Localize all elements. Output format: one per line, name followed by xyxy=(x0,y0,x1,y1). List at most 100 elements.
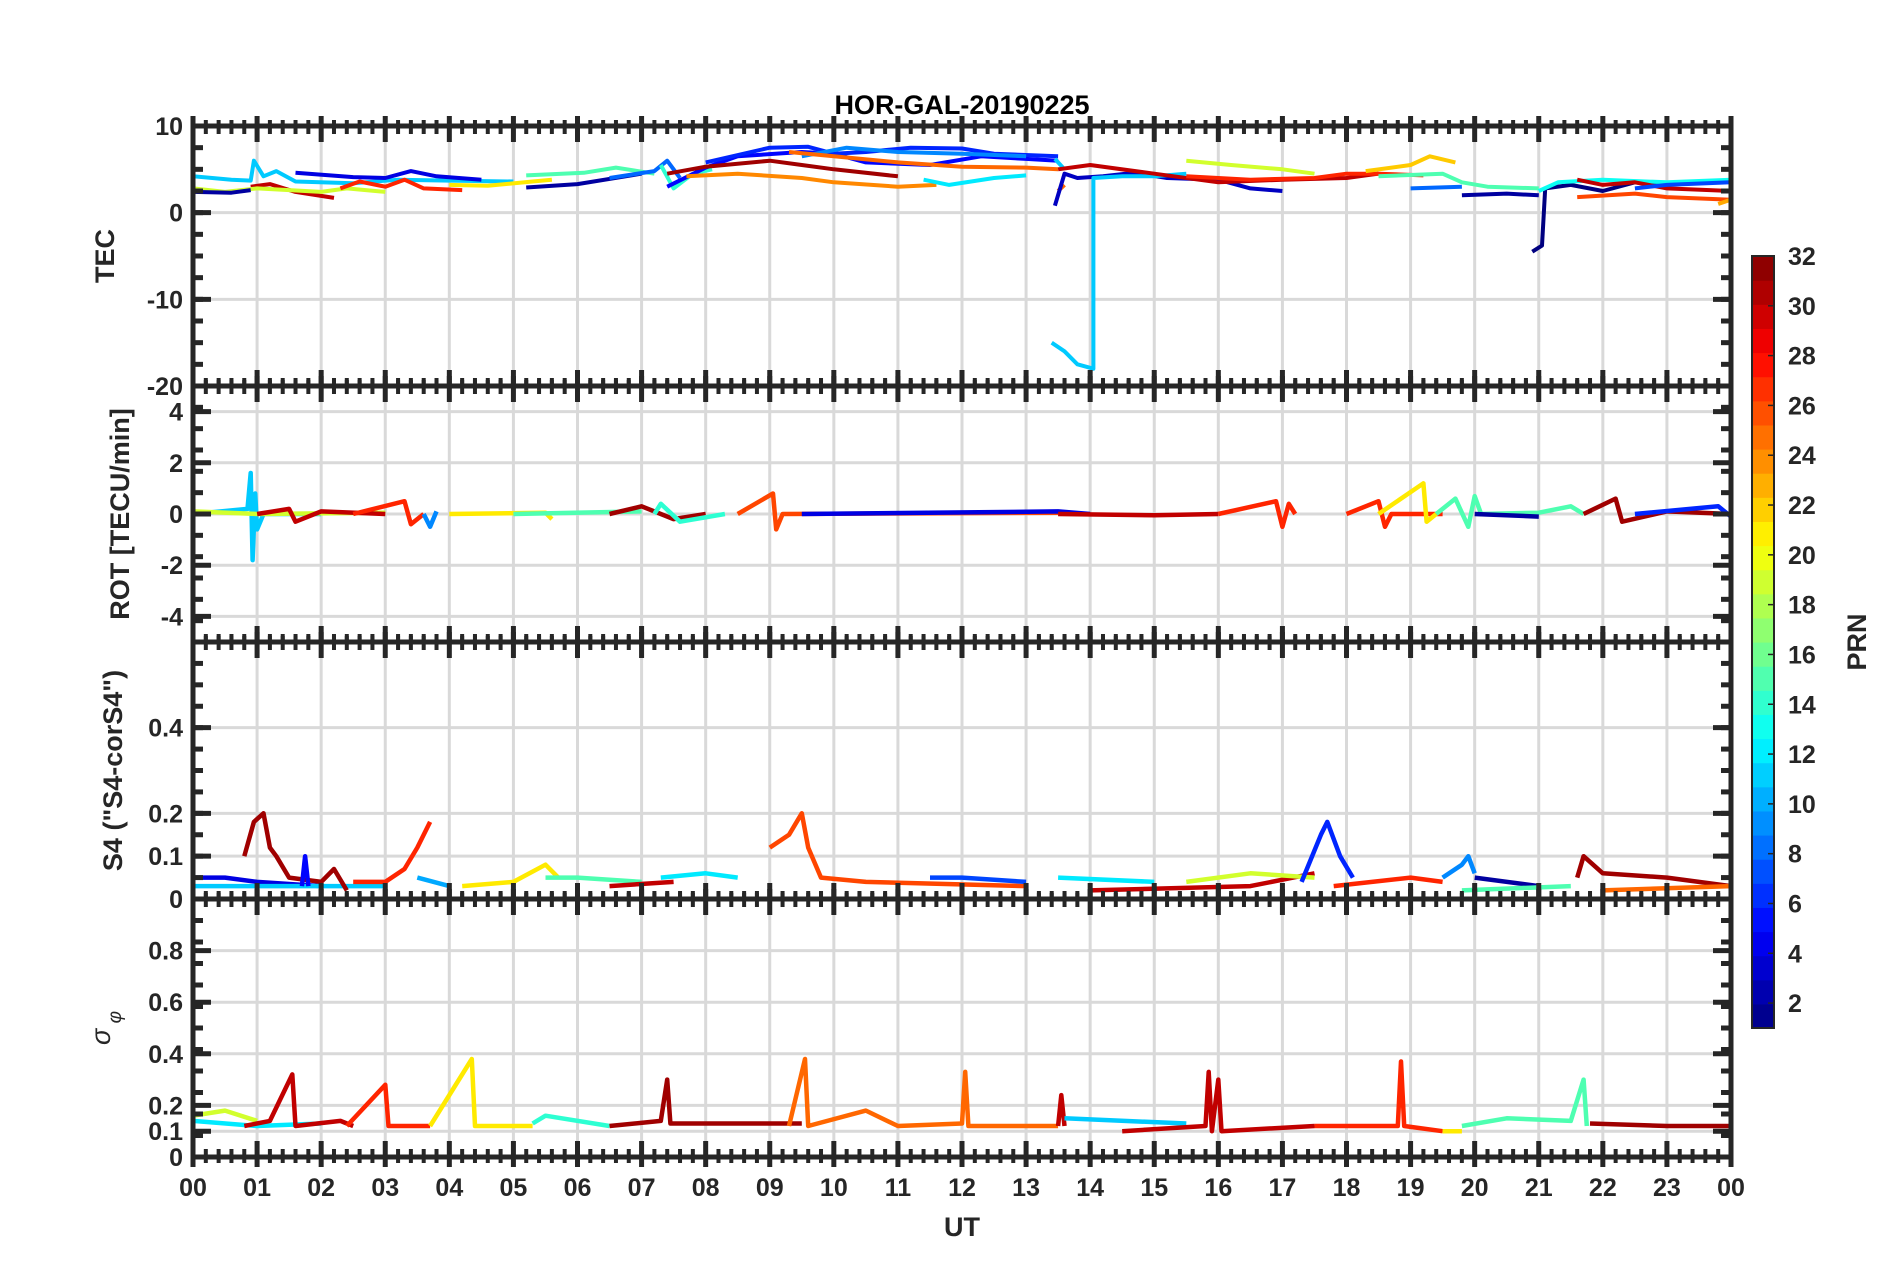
panel-4: 0.80.60.40.20.10σ φ xyxy=(86,889,1734,1172)
y-axis-label: S4 ("S4-corS4") xyxy=(98,670,128,871)
colorbar-swatch xyxy=(1752,955,1774,981)
series-line-prn-27 xyxy=(1333,875,1443,889)
panel-1: 10 0 -10 -20 TEC xyxy=(90,113,1734,401)
colorbar-frame xyxy=(1751,255,1775,1029)
series-line-prn-27 xyxy=(1314,1059,1443,1134)
series-line-prn-9 xyxy=(421,510,439,530)
series-line-prn-9 xyxy=(801,145,1027,159)
series-line-prn-19 xyxy=(193,1108,258,1124)
y-tick-label: 10 xyxy=(155,113,183,141)
colorbar-tick-label: 28 xyxy=(1788,343,1816,371)
series-line-prn-2 xyxy=(193,188,251,195)
series-line-prn-7 xyxy=(1634,180,1731,191)
colorbar-swatch xyxy=(1752,835,1774,860)
colorbar-tick-label: 8 xyxy=(1788,841,1802,869)
series-line-prn-31 xyxy=(609,1077,802,1129)
series-line-prn-12 xyxy=(1057,875,1155,885)
y-tick-label: 0.2 xyxy=(148,800,183,828)
colorbar-tick-label: 24 xyxy=(1788,442,1816,470)
x-tick-label: 04 xyxy=(435,1174,463,1202)
panel-3: 0.4 0.2 0.1 0 S4 ("S4-corS4") xyxy=(98,632,1734,914)
y-axis-label: TEC xyxy=(90,229,120,283)
y-tick-label: -2 xyxy=(161,552,183,580)
x-tick-label: 21 xyxy=(1525,1174,1553,1202)
colorbar-swatch xyxy=(1752,786,1774,812)
series-line-prn-15 xyxy=(1434,493,1585,530)
series-line-prn-30 xyxy=(256,506,386,524)
series-line-prn-21 xyxy=(462,862,560,889)
y-tick-label: 0.1 xyxy=(148,843,183,871)
series-line-prn-8 xyxy=(1410,184,1462,191)
series-line-prn-11 xyxy=(193,158,514,186)
colorbar-swatch xyxy=(1752,256,1774,281)
series-line-prn-30 xyxy=(1055,1092,1067,1127)
colorbar-swatch xyxy=(1752,400,1774,426)
series-line-prn-22 xyxy=(1365,154,1456,174)
colorbar-swatch xyxy=(1752,883,1774,908)
colorbar-tick-label: 12 xyxy=(1788,741,1816,769)
series-line-prn-10 xyxy=(416,875,450,889)
y-tick-label: 0.2 xyxy=(148,1092,183,1120)
series-line-prn-25 xyxy=(786,1056,1059,1129)
y-tick-label: 0 xyxy=(169,886,183,914)
colorbar-swatch xyxy=(1752,666,1774,691)
x-tick-label: 13 xyxy=(1012,1174,1040,1202)
y-tick-label: 0 xyxy=(169,501,183,529)
series-line-prn-21 xyxy=(428,1056,533,1129)
series-line-prn-30 xyxy=(1057,163,1379,185)
x-tick-label: 14 xyxy=(1076,1174,1104,1202)
colorbar-swatch xyxy=(1752,1003,1774,1029)
series-line-prn-12 xyxy=(660,871,738,880)
colorbar-label: PRN xyxy=(1842,613,1872,670)
x-tick-label: 01 xyxy=(243,1174,271,1202)
series-line-prn-12 xyxy=(923,173,1027,187)
series-line-prn-31 xyxy=(1589,1121,1731,1129)
x-axis-label: UT xyxy=(944,1212,980,1242)
subscript: φ xyxy=(105,1011,126,1029)
series-line-prn-27 xyxy=(353,820,433,885)
y-tick-label: 4 xyxy=(169,399,183,427)
colorbar-tick-label: 26 xyxy=(1788,392,1816,420)
series-line-prn-5 xyxy=(299,853,311,887)
colorbar-tick-label: 32 xyxy=(1788,243,1816,271)
colorbar-swatch xyxy=(1752,690,1774,715)
series-line-prn-30 xyxy=(243,1072,355,1129)
series-line-prn-26 xyxy=(768,811,1027,889)
colorbar-swatch xyxy=(1752,473,1774,498)
y-tick-label: -4 xyxy=(161,603,183,631)
y-tick-label: -10 xyxy=(147,286,183,314)
colorbar-swatch xyxy=(1752,376,1774,402)
colorbar-swatch xyxy=(1752,521,1774,547)
x-tick-label: 20 xyxy=(1461,1174,1489,1202)
y-axis-label: ROT [TECU/min] xyxy=(105,408,135,619)
colorbar-swatch xyxy=(1752,569,1774,595)
series-line-prn-31 xyxy=(666,158,899,179)
series-line-prn-2 xyxy=(1461,191,1539,198)
y-tick-label: 0 xyxy=(169,1144,183,1172)
series-line-prn-30 xyxy=(1576,177,1731,193)
colorbar-swatch xyxy=(1752,979,1774,1005)
series-line-prn-15 xyxy=(526,165,655,178)
colorbar-swatch xyxy=(1752,424,1774,450)
series-line-prn-14 xyxy=(652,501,726,524)
colorbar-swatch xyxy=(1752,714,1774,740)
x-tick-label: 15 xyxy=(1140,1174,1168,1202)
series-line-prn-27 xyxy=(1345,498,1443,530)
x-tick-label: 11 xyxy=(885,1174,912,1202)
colorbar-tick-label: 30 xyxy=(1788,293,1816,321)
series-line-prn-30 xyxy=(1122,1069,1315,1134)
colorbar-swatch xyxy=(1752,810,1774,836)
x-tick-label: 09 xyxy=(756,1174,784,1202)
x-tick-label: 17 xyxy=(1269,1174,1297,1202)
series-line-prn-15 xyxy=(1461,883,1571,893)
series-line-prn-14 xyxy=(531,1113,610,1129)
colorbar-swatch xyxy=(1752,642,1774,667)
x-tick-label: 00 xyxy=(179,1174,207,1202)
colorbar-tick-label: 20 xyxy=(1788,542,1816,570)
series-line-prn-31 xyxy=(1575,853,1731,889)
y-tick-label: 0.4 xyxy=(148,1041,183,1069)
colorbar-swatch xyxy=(1752,497,1774,522)
colorbar-swatch xyxy=(1752,931,1774,957)
colorbar-tick-label: 16 xyxy=(1788,641,1816,669)
